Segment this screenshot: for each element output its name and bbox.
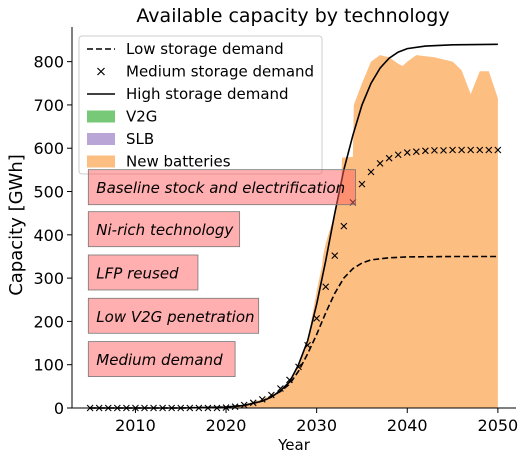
x-tick-label: 2030 (296, 416, 337, 435)
marker-medium-storage-demand (476, 146, 484, 154)
annotation-box (87, 254, 199, 291)
x-axis-label: Year (277, 436, 311, 454)
y-tick-label: 700 (33, 96, 64, 115)
annotation-text: Low V2G penetration (96, 308, 254, 326)
marker-medium-storage-demand (358, 180, 366, 188)
marker-medium-storage-demand (286, 376, 293, 384)
marker-medium-storage-demand (240, 401, 248, 409)
annotation-box (87, 211, 241, 248)
annotation-text: Medium demand (96, 351, 223, 369)
marker-medium-storage-demand (340, 222, 348, 230)
legend-label: High storage demand (126, 85, 289, 103)
marker-medium-storage-demand (485, 146, 493, 154)
marker-medium-storage-demand (412, 148, 420, 156)
marker-medium-storage-demand (367, 168, 375, 176)
y-tick-label: 500 (33, 183, 64, 202)
marker-medium-storage-demand (421, 147, 429, 155)
legend-label: New batteries (126, 153, 231, 171)
legend-handle (87, 155, 115, 168)
marker-medium-storage-demand (231, 403, 239, 411)
annotation-box (87, 341, 236, 377)
y-tick-label: 100 (33, 356, 64, 375)
x-tick-label: 2020 (206, 416, 247, 435)
marker-medium-storage-demand (394, 151, 402, 159)
annotation-box (87, 297, 260, 334)
x-tick-label: 2010 (115, 416, 156, 435)
marker-medium-storage-demand (267, 391, 275, 399)
legend-handle (87, 110, 115, 123)
annotation-layer: Baseline stock and electrification Ni-ric… (87, 169, 357, 377)
marker-medium-storage-demand (249, 399, 257, 407)
annotation-text: Baseline stock and electrification (96, 179, 345, 197)
marker-medium-storage-demand (494, 146, 502, 154)
legend-label: V2G (126, 108, 157, 126)
marker-medium-storage-demand (467, 146, 475, 154)
marker-medium-storage-demand (258, 395, 266, 403)
legend-handle (97, 67, 105, 76)
marker-medium-storage-demand (458, 146, 466, 154)
marker-medium-storage-demand (440, 147, 447, 154)
area-new-batteries (90, 55, 498, 408)
marker-medium-storage-demand (385, 154, 393, 162)
annotation-text: LFP reused (96, 264, 179, 282)
legend-label: SLB (126, 130, 154, 148)
marker-medium-storage-demand (431, 147, 438, 154)
marker-medium-storage-demand (322, 283, 330, 291)
y-tick-label: 0 (54, 399, 64, 418)
legend-label: Low storage demand (126, 40, 284, 58)
y-tick-label: 600 (33, 139, 64, 158)
y-tick-label: 300 (33, 269, 64, 288)
x-tick-label: 2050 (478, 416, 519, 435)
y-axis-label: Capacity [GWh] (6, 154, 27, 296)
marker-medium-storage-demand (331, 252, 339, 259)
marker-medium-storage-demand (403, 149, 411, 156)
y-tick-label: 200 (33, 312, 64, 331)
annotation-box (87, 169, 357, 206)
marker-medium-storage-demand (277, 385, 284, 392)
y-tick-label: 400 (33, 226, 64, 245)
marker-medium-storage-demand (449, 146, 456, 154)
legend-label: Medium storage demand (126, 63, 314, 81)
y-tick-label: 800 (33, 53, 64, 72)
legend: Low storage demand Medium storage demand H… (78, 35, 323, 175)
annotation-text: Ni-rich technology (96, 221, 234, 239)
legend-handle (87, 133, 115, 145)
marker-medium-storage-demand (304, 341, 311, 349)
x-tick-label: 2040 (387, 416, 428, 435)
axes-layer: 0 100 200 300 400 500 600 700 800 2010 2020 2030 204… (33, 27, 518, 435)
marker-medium-storage-demand (313, 314, 321, 322)
chart-title: Available capacity by technology (136, 5, 449, 27)
marker-medium-storage-demand (376, 159, 384, 167)
marker-medium-storage-demand (295, 363, 302, 371)
area-layer (90, 55, 498, 408)
